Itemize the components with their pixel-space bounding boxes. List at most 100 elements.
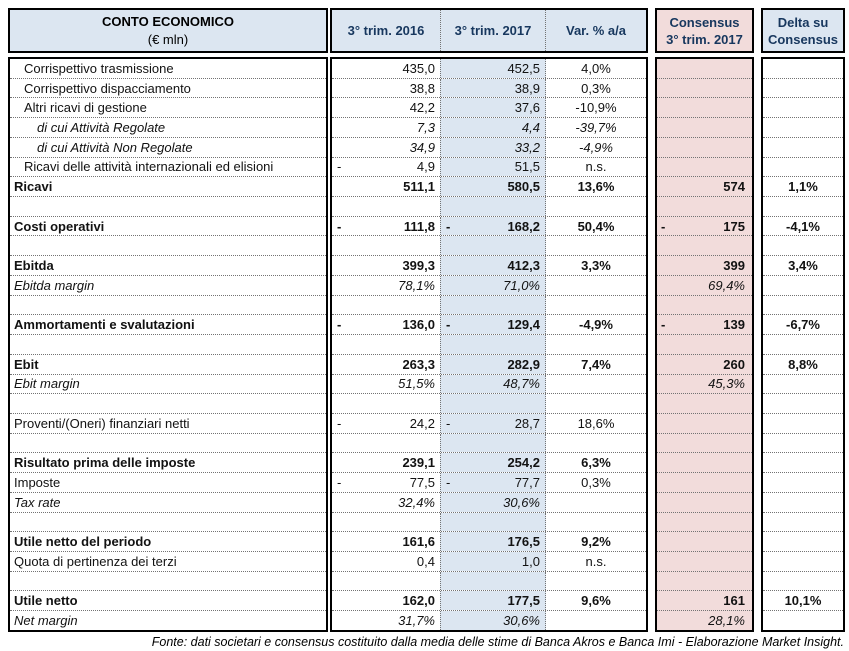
cell-label [10, 513, 326, 533]
cell-delta [763, 375, 843, 395]
cell-value: 78,1% [398, 277, 435, 293]
cell-value: 28,1% [708, 612, 745, 628]
column-header-consensus: Consensus 3° trim. 2017 [655, 8, 754, 53]
cell-consensus [657, 296, 752, 316]
cell-delta [763, 296, 843, 316]
cell-2017: 30,6% [440, 492, 546, 512]
cell-consensus [657, 414, 752, 434]
cell-2017: 33,2 [440, 137, 546, 157]
cell-consensus: 161 [657, 591, 752, 612]
cell-label: Ricavi delle attività internazionali ed … [10, 158, 326, 178]
cell-label: Altri ricavi di gestione [10, 98, 326, 119]
cell-value: 1,0 [521, 553, 540, 569]
cell-value: 282,9 [507, 356, 540, 372]
cell-label [10, 236, 326, 257]
cell-consensus [657, 434, 752, 454]
cell-label: Ebit [10, 355, 326, 375]
cell-consensus: - 139 [657, 315, 752, 336]
cell-label: Ebitda margin [10, 276, 326, 296]
cell-label: Corrispettivo trasmissione [10, 59, 326, 79]
cell-label: Tax rate [10, 493, 326, 513]
cell-2017 [440, 197, 546, 216]
cell-label: Net margin [14, 612, 78, 628]
cell-2016: 435,0 [332, 59, 440, 78]
body-consensus-values: 574 - 175 399 69,4% - 139 260 45,3% 161 28,1% [655, 57, 754, 632]
table-row: 32,4% 30,6% [332, 492, 646, 513]
cell-label: Ebit margin [10, 375, 326, 395]
cell-consensus: 69,4% [657, 276, 752, 296]
cell-2017: 254,2 [440, 453, 546, 473]
cell-label [10, 434, 326, 454]
cell-label: di cui Attività Non Regolate [10, 138, 326, 158]
cell-2017: 177,5 [440, 591, 546, 611]
cell-label: Quota di pertinenza dei terzi [10, 552, 326, 572]
cell-label [10, 296, 326, 316]
cell-value: 111,8 [403, 218, 435, 234]
cell-value: 30,6% [503, 494, 540, 510]
table-row [332, 512, 646, 533]
cell-delta [763, 453, 843, 474]
cell-consensus: 28,1% [657, 611, 752, 630]
cell-consensus: 45,3% [657, 375, 752, 395]
cell-2017: 51,5 [440, 157, 546, 177]
cell-var-pct [546, 572, 646, 591]
table-row [332, 236, 646, 257]
cell-consensus [657, 493, 752, 513]
cell-delta [763, 197, 843, 217]
delta-header-line2: Consensus [767, 31, 839, 47]
header-conto-economico: CONTO ECONOMICO (€ mln) [8, 8, 328, 53]
cell-2016: 32,4% [332, 493, 440, 512]
cell-2017: 282,9 [440, 354, 546, 374]
table-row: -136,0-129,4 -4,9% [332, 315, 646, 336]
minus-sign: - [337, 159, 342, 175]
cell-var-pct [546, 335, 646, 354]
cell-value: 28,7 [514, 415, 540, 431]
cell-2016: 239,1 [332, 453, 440, 472]
cell-label: Corrispettivo dispacciamento [10, 79, 326, 99]
cell-2017: 4,4 [440, 118, 546, 137]
cell-consensus [657, 532, 752, 552]
cell-var-pct [546, 611, 646, 630]
cell-value: 77,7 [514, 474, 540, 490]
minus-sign: - [661, 218, 666, 234]
cell-label: Ammortamenti e svalutazioni [10, 315, 326, 336]
cell-label: Risultato prima delle imposte [10, 453, 326, 474]
cell-var-pct: 4,0% [581, 60, 611, 76]
source-note: Fonte: dati societari e consensus costit… [151, 635, 844, 649]
table-row [332, 571, 646, 592]
table-row: 31,7% 30,6% [332, 611, 646, 630]
cell-var-pct: -4,9% [579, 139, 613, 155]
table-row [332, 335, 646, 355]
cell-var-pct [546, 197, 646, 216]
cell-var-pct: -10,9% [575, 100, 617, 116]
cell-2016 [332, 513, 440, 532]
cell-consensus: 399 [657, 256, 752, 276]
cell-delta [763, 394, 843, 414]
table-row: -24,2-28,7 18,6% [332, 413, 646, 434]
cell-label: Costi operativi [10, 217, 326, 237]
cell-value: 24,2 [409, 415, 435, 431]
cell-value: 7,3 [416, 120, 435, 136]
minus-sign: - [337, 474, 342, 490]
cell-value: 574 [723, 179, 745, 195]
table-row: 161,6 176,5 9,2% [332, 532, 646, 552]
table-row [332, 394, 646, 414]
cell-label: Utile netto del periodo [10, 532, 326, 552]
cell-delta: 10,1% [763, 591, 843, 612]
cell-2016: 0,4 [332, 552, 440, 571]
cell-var-pct: 9,2% [581, 534, 611, 550]
cell-value: 38,8 [409, 80, 435, 96]
cell-value: 176,5 [507, 534, 540, 550]
cell-delta: 8,8% [763, 355, 843, 375]
cell-var-pct: 3,3% [581, 258, 611, 274]
minus-sign: - [661, 317, 666, 333]
cell-value: 254,2 [507, 455, 540, 471]
cell-2017: - 168,2 [440, 216, 546, 236]
cell-2016: - 111,8 [332, 217, 440, 236]
column-header-delta: Delta su Consensus [761, 8, 845, 53]
cell-value: 30,6% [503, 612, 540, 628]
cell-value: 4,4 [521, 120, 540, 136]
cell-label: Ebitda [10, 256, 326, 276]
column-header-var-pct: Var. % a/a [566, 23, 626, 38]
cell-var-pct: n.s. [585, 159, 607, 175]
